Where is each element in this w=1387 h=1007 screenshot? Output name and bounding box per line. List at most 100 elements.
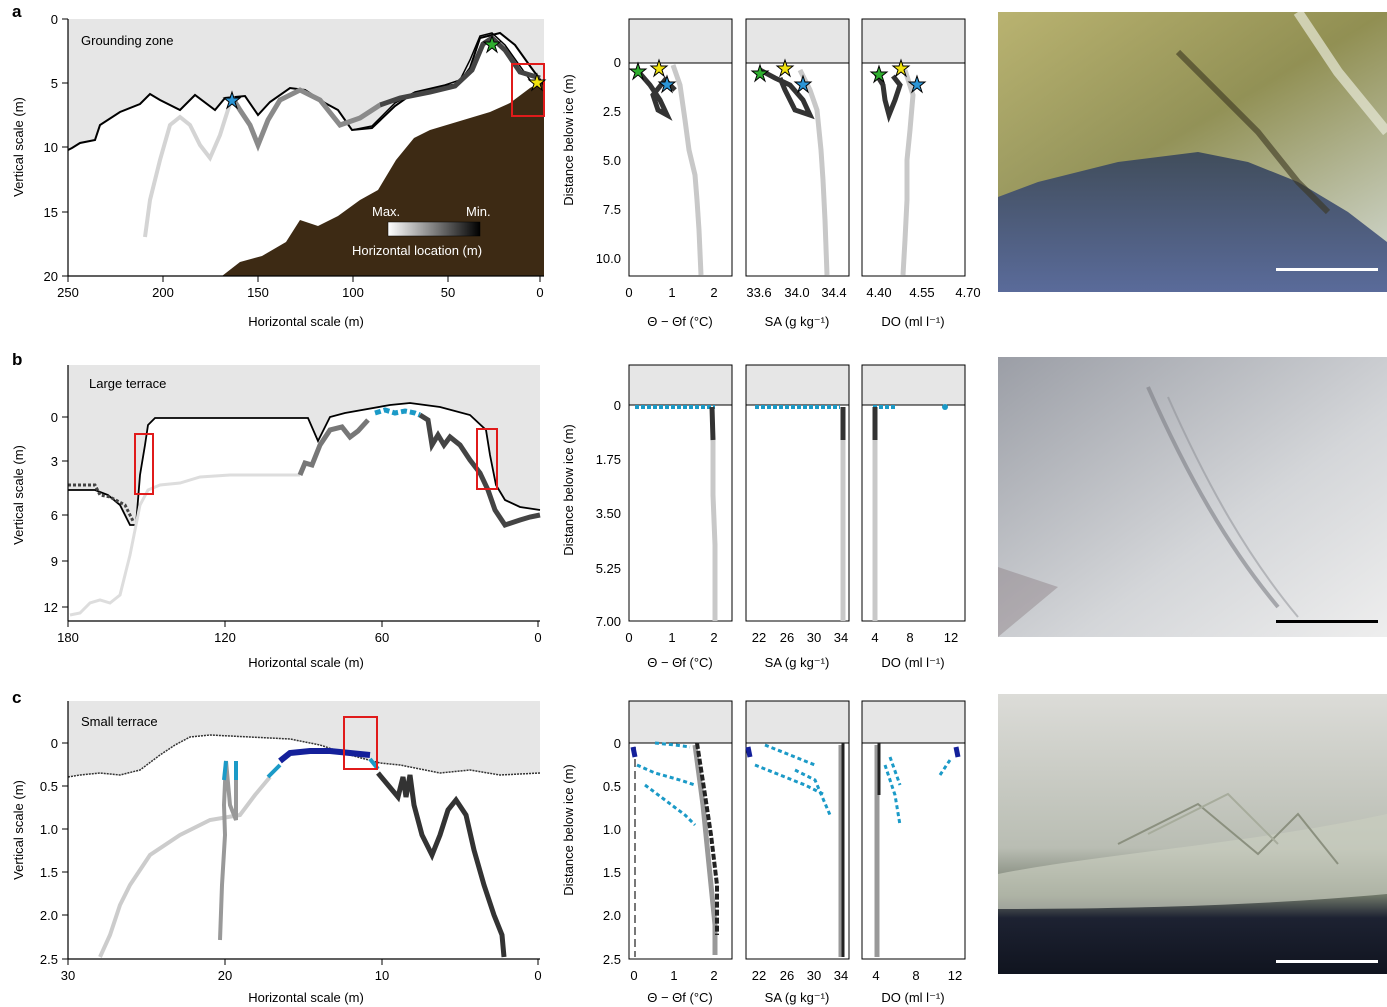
- ytick-label: 5.25: [596, 561, 621, 576]
- ytick-label: 2.5: [603, 104, 621, 119]
- panel-letter-c: c: [12, 688, 21, 707]
- profile-temperature-b: 0 1 2 Θ − Θf (°C): [625, 364, 733, 670]
- xtick-label: 12: [944, 630, 958, 645]
- ytick-label: 1.0: [40, 822, 58, 837]
- panel-letter-a: a: [12, 2, 22, 21]
- ytick-label: 0: [51, 12, 58, 27]
- x-axis-label: DO (ml l⁻¹): [881, 314, 944, 329]
- xtick-label: 34: [834, 968, 848, 983]
- xtick-label: 1: [670, 968, 677, 983]
- ytick-label: 3: [51, 454, 58, 469]
- x-axis-label: DO (ml l⁻¹): [881, 655, 944, 670]
- section-label: Large terrace: [89, 376, 166, 391]
- star-green-icon: [482, 34, 502, 54]
- xtick-label: 8: [906, 630, 913, 645]
- profile-oxygen-a: 4.40 4.55 4.70 DO (ml l⁻¹): [861, 18, 981, 329]
- xtick-label: 34.4: [821, 285, 846, 300]
- ytick-label: 1.5: [40, 865, 58, 880]
- ytick-label: 0: [614, 398, 621, 413]
- xtick-label: 60: [375, 630, 389, 645]
- x-axis-label: Θ − Θf (°C): [647, 314, 713, 329]
- xtick-label: 4.70: [955, 285, 980, 300]
- xtick-label: 100: [342, 285, 364, 300]
- ytick-label: 0: [614, 55, 621, 70]
- x-axis-label: Θ − Θf (°C): [647, 655, 713, 670]
- xtick-label: 34: [834, 630, 848, 645]
- xtick-label: 120: [214, 630, 236, 645]
- star-green-icon: [628, 61, 648, 81]
- profile-salinity-a: 33.6 34.0 34.4 SA (g kg⁻¹): [745, 18, 850, 329]
- panel-c: c 0 0.5 1.0 1.5 2.0 2.5 30 20 10 0 Horiz…: [11, 688, 542, 1005]
- x-axis-label: Horizontal scale (m): [248, 990, 364, 1005]
- xtick-label: 33.6: [746, 285, 771, 300]
- highlight-box-a: [511, 63, 545, 117]
- profiles-b: Distance below ice (m) 0 1.75 3.50 5.25 …: [561, 364, 966, 670]
- profile-oxygen-c: 4 8 12 DO (ml l⁻¹): [861, 700, 966, 1005]
- highlight-box-b2: [476, 428, 498, 490]
- x-axis-label: SA (g kg⁻¹): [765, 655, 830, 670]
- x-axis-label: Horizontal scale (m): [248, 314, 364, 329]
- ytick-label: 0: [51, 410, 58, 425]
- xtick-label: 30: [807, 968, 821, 983]
- star-yellow-icon: [775, 58, 795, 78]
- xtick-label: 4: [871, 630, 878, 645]
- xtick-label: 4.55: [909, 285, 934, 300]
- ytick-label: 2.5: [603, 952, 621, 967]
- panel-b: b 0 3 6 9 12 180 120 60 0 Horizontal sca…: [11, 350, 542, 670]
- xtick-label: 0: [536, 285, 543, 300]
- star-blue-icon: [793, 74, 813, 94]
- xtick-label: 150: [247, 285, 269, 300]
- ytick-label: 5.0: [603, 153, 621, 168]
- ytick-label: 2.0: [603, 908, 621, 923]
- xtick-label: 0: [534, 968, 541, 983]
- xtick-label: 4.40: [866, 285, 891, 300]
- xtick-label: 250: [57, 285, 79, 300]
- ytick-label: 3.50: [596, 506, 621, 521]
- ytick-label: 1.75: [596, 452, 621, 467]
- xtick-label: 20: [218, 968, 232, 983]
- colorbar-title: Horizontal location (m): [352, 243, 482, 258]
- xtick-label: 22: [752, 968, 766, 983]
- x-axis-label: Horizontal scale (m): [248, 655, 364, 670]
- xtick-label: 22: [752, 630, 766, 645]
- star-green-icon: [869, 64, 889, 84]
- profile-oxygen-b: 4 8 12 DO (ml l⁻¹): [861, 364, 966, 670]
- star-yellow-icon: [527, 72, 547, 92]
- y-axis-label: Vertical scale (m): [11, 780, 26, 880]
- ytick-label: 15: [44, 205, 58, 220]
- ytick-label: 1.5: [603, 865, 621, 880]
- y-axis-label: Vertical scale (m): [11, 445, 26, 545]
- star-blue-icon: [907, 74, 927, 94]
- star-yellow-icon: [891, 58, 911, 78]
- x-axis-label: DO (ml l⁻¹): [881, 990, 944, 1005]
- xtick-label: 180: [57, 630, 79, 645]
- x-axis-label: SA (g kg⁻¹): [765, 990, 830, 1005]
- colorbar-min-label: Min.: [466, 204, 491, 219]
- section-plot-a: 0 5 10 15 20 250 200 150 100 50 0 Horizo…: [11, 12, 547, 329]
- ytick-label: 0.5: [40, 779, 58, 794]
- ytick-label: 2.5: [40, 952, 58, 967]
- xtick-label: 4: [872, 968, 879, 983]
- highlight-box-c: [343, 716, 378, 770]
- colorbar-max-label: Max.: [372, 204, 400, 219]
- xtick-label: 0: [534, 630, 541, 645]
- xtick-label: 30: [807, 630, 821, 645]
- profile-y-axis-label: Distance below ice (m): [561, 74, 576, 206]
- xtick-label: 12: [948, 968, 962, 983]
- ytick-label: 10.0: [596, 251, 621, 266]
- xtick-label: 2: [710, 630, 717, 645]
- xtick-label: 0: [630, 968, 637, 983]
- profiles-a: Distance below ice (m) 0 2.5 5.0 7.5 10.…: [561, 18, 981, 329]
- section-label: Grounding zone: [81, 33, 174, 48]
- star-blue-icon: [222, 90, 242, 110]
- ytick-label: 0: [51, 736, 58, 751]
- ytick-label: 5: [51, 76, 58, 91]
- profile-salinity-b: 22 26 30 34 SA (g kg⁻¹): [745, 364, 850, 670]
- ytick-label: 7.5: [603, 202, 621, 217]
- xtick-label: 34.0: [784, 285, 809, 300]
- x-axis-label: SA (g kg⁻¹): [765, 314, 830, 329]
- profile-y-axis-label: Distance below ice (m): [561, 764, 576, 896]
- ytick-label: 2.0: [40, 908, 58, 923]
- ytick-label: 12: [44, 600, 58, 615]
- xtick-label: 2: [710, 285, 717, 300]
